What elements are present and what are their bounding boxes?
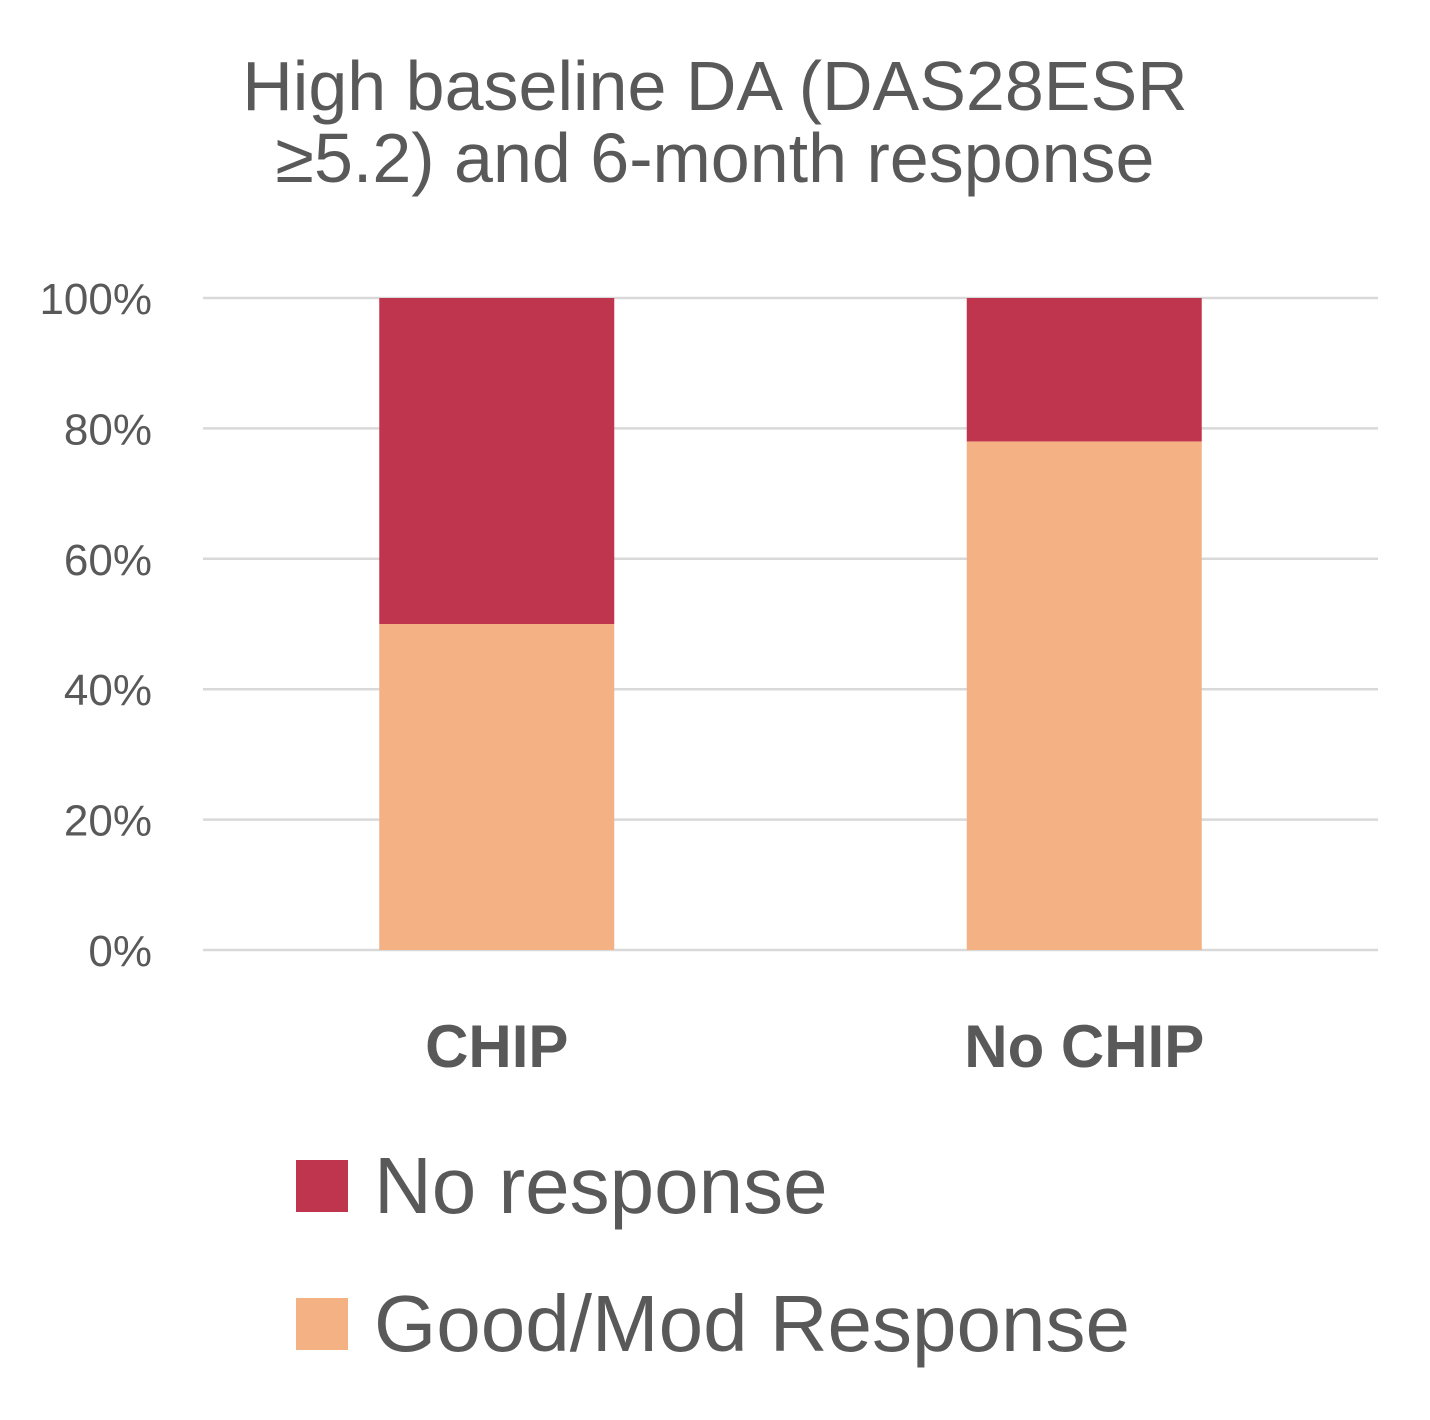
y-tick-label: 20%: [64, 797, 152, 846]
title-line-2: ≥5.2) and 6-month response: [275, 119, 1155, 197]
legend-item-good-mod-response: Good/Mod Response: [296, 1278, 1130, 1370]
chart-title: High baseline DA (DAS28ESR ≥5.2) and 6-m…: [0, 50, 1430, 194]
bar-good-mod-response-chip: [379, 624, 615, 950]
y-tick-label: 100%: [39, 275, 152, 324]
legend-swatch: [296, 1298, 348, 1350]
bar-chart: 0% 20% 40% 60% 80% 100% CHIP No CHIP: [39, 275, 1378, 1080]
x-tick-label: CHIP: [425, 1013, 568, 1080]
y-tick-label: 40%: [64, 666, 152, 715]
x-tick-label: No CHIP: [964, 1013, 1204, 1080]
bar-no-response-chip: [379, 298, 615, 624]
legend-swatch: [296, 1160, 348, 1212]
legend-label: No response: [374, 1141, 828, 1230]
bar-no-response-no-chip: [966, 298, 1202, 442]
y-tick-label: 0%: [88, 927, 152, 976]
title-line-1: High baseline DA (DAS28ESR: [242, 47, 1188, 125]
legend-item-no-response: No response: [296, 1140, 828, 1232]
y-tick-label: 80%: [64, 405, 152, 454]
legend-label: Good/Mod Response: [374, 1279, 1131, 1368]
y-tick-label: 60%: [64, 536, 152, 585]
bar-good-mod-response-no-chip: [966, 441, 1202, 950]
